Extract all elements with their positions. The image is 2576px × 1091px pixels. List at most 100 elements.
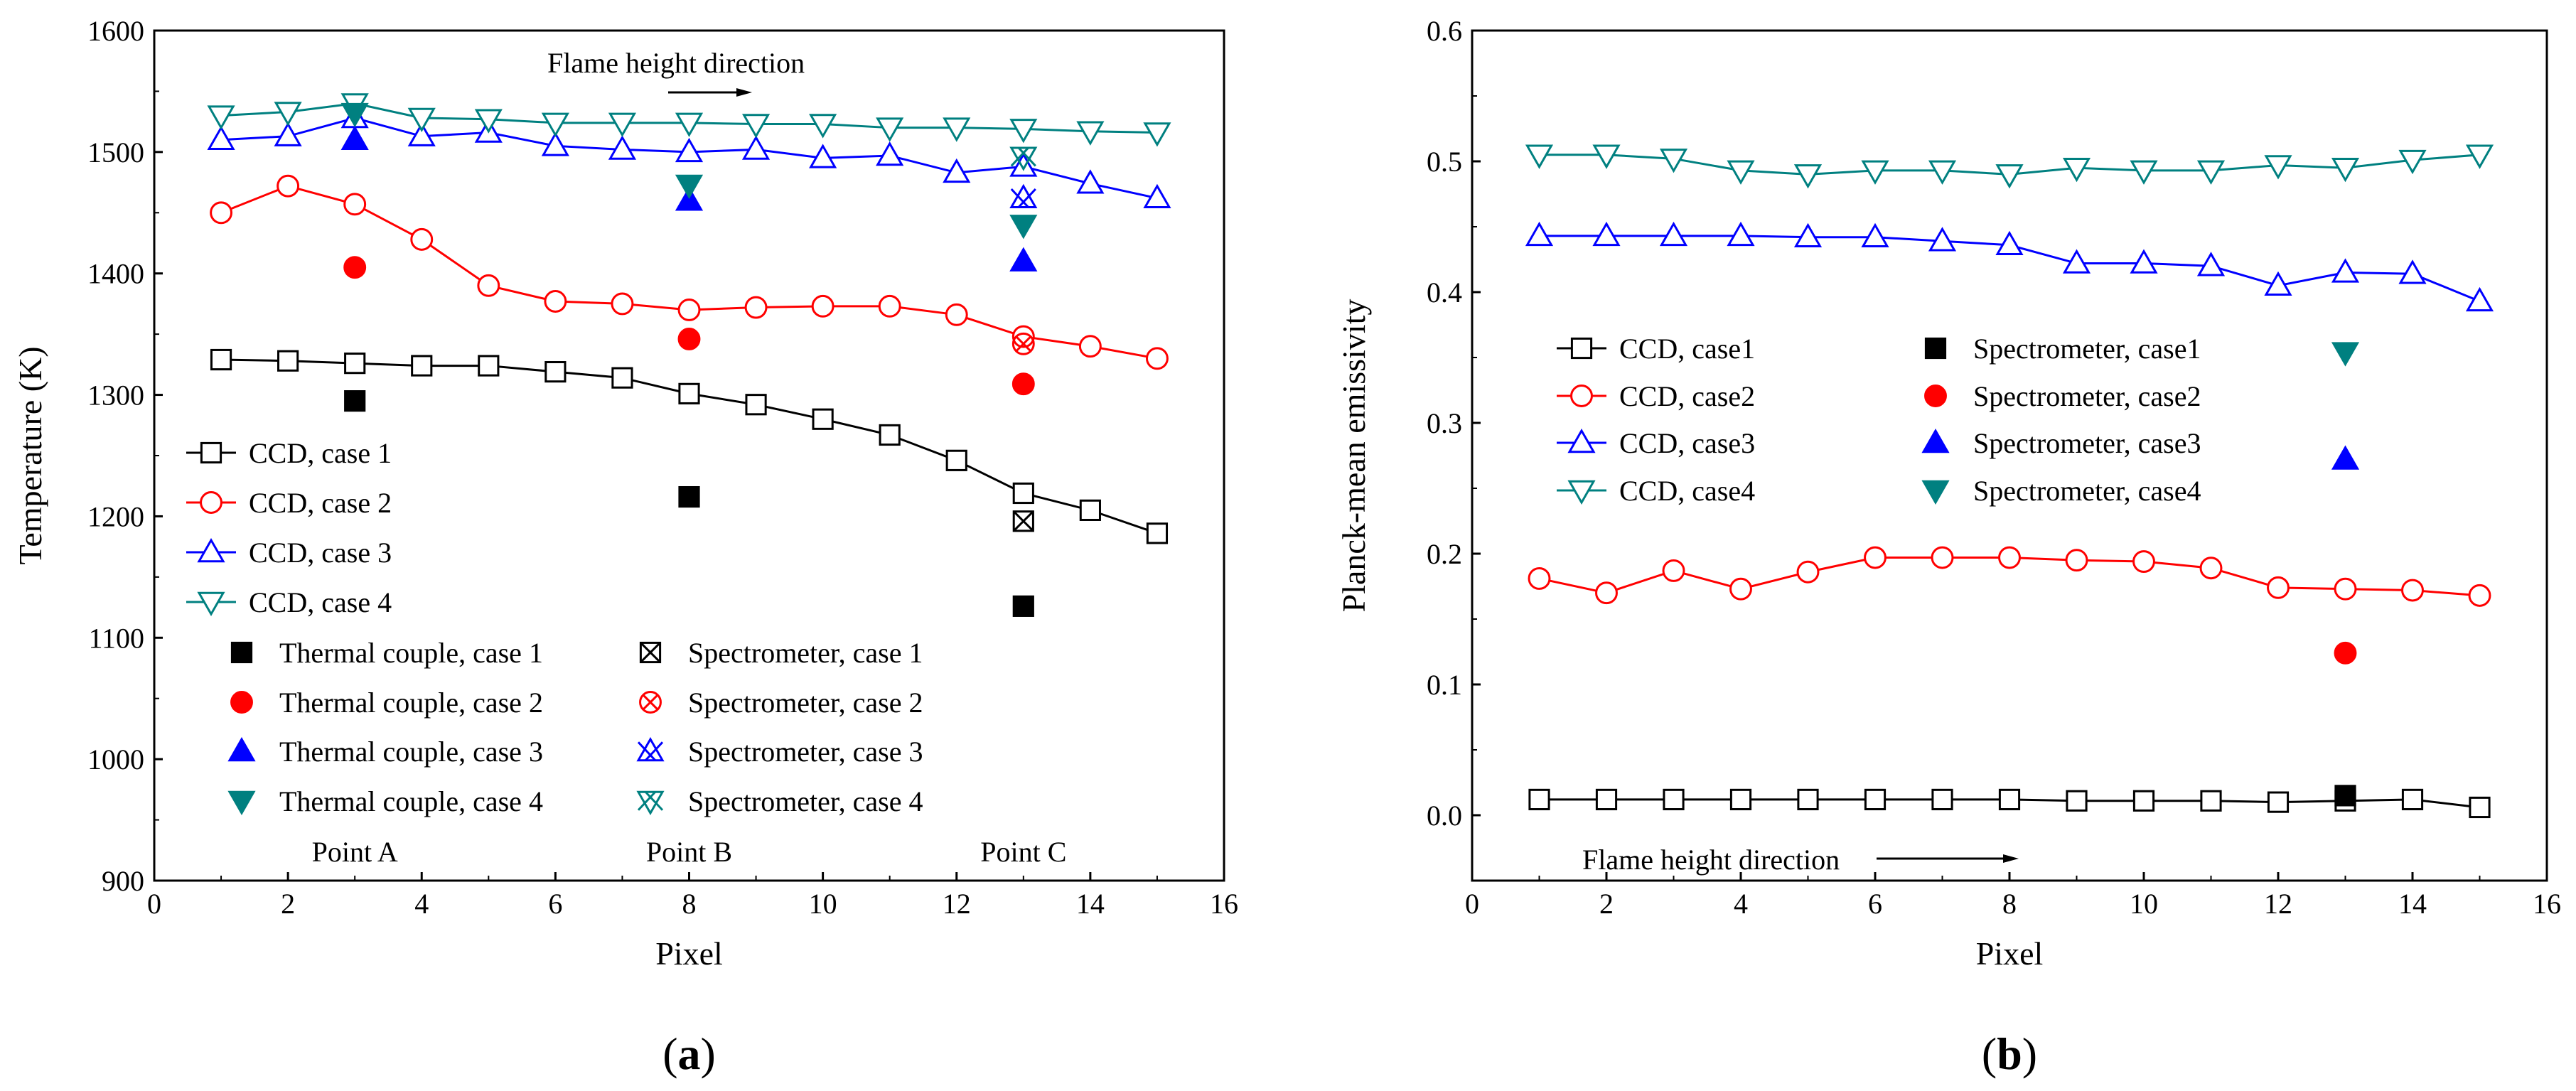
series-spectrometer-case3	[2331, 445, 2360, 470]
x-tick-label: 10	[809, 888, 837, 920]
data-point	[2200, 790, 2222, 812]
legend-entry: CCD, case 3	[186, 537, 392, 569]
marker-triangle	[1143, 183, 1171, 209]
legend-label: CCD, case2	[1619, 380, 1755, 412]
marker-circle	[2199, 557, 2223, 580]
annotations: Flame height direction	[1582, 844, 2019, 876]
legend-marker	[230, 641, 253, 664]
data-point	[1998, 788, 2021, 811]
legend-entry: CCD, case 4	[186, 586, 392, 618]
marker-triangle	[1567, 428, 1596, 453]
marker-triangle-down	[541, 112, 569, 137]
marker-circle	[878, 294, 901, 318]
legend-marker	[1567, 480, 1596, 505]
data-point	[741, 135, 771, 160]
marker-cross-line	[1017, 146, 1036, 167]
marker-triangle-down	[2465, 144, 2494, 169]
marker-circle	[1595, 581, 1618, 605]
data-point	[2264, 271, 2292, 296]
data-point	[1864, 788, 1887, 811]
data-point	[1009, 247, 1038, 272]
data-point	[1525, 221, 1554, 247]
marker-square	[2066, 790, 2088, 812]
marker-triangle-down	[207, 105, 235, 130]
marker-triangle-down	[1793, 164, 1823, 189]
data-point	[1009, 152, 1038, 177]
data-point	[1143, 122, 1171, 147]
data-point	[2468, 584, 2491, 607]
marker-triangle-down	[274, 102, 302, 127]
legend-marker	[1567, 428, 1596, 453]
data-point	[611, 367, 633, 389]
data-point	[1525, 144, 1554, 169]
x-tick-label: 4	[1734, 888, 1748, 920]
x-tick-label: 10	[2130, 888, 2158, 920]
y-tick-label: 1200	[87, 500, 144, 532]
legend-label: CCD, case 2	[249, 487, 392, 519]
x-axis-title: Pixel	[1976, 935, 2044, 972]
marker-square	[812, 408, 834, 430]
legend-entry: Thermal couple, case 2	[230, 687, 543, 719]
marker-triangle-down	[809, 114, 837, 139]
data-point	[2130, 249, 2158, 274]
marker-triangle-down	[1995, 164, 2024, 189]
y-tick-label: 0.3	[1427, 407, 1462, 439]
legend-label: Spectrometer, case3	[1973, 427, 2201, 459]
legend-label: CCD, case4	[1619, 475, 1755, 507]
marker-triangle-down	[675, 112, 704, 137]
marker-triangle	[675, 186, 704, 211]
data-point	[344, 390, 366, 412]
data-point	[1995, 164, 2024, 189]
marker-triangle-down	[1009, 215, 1038, 240]
data-point	[1659, 149, 1688, 173]
marker-triangle-down	[2398, 149, 2427, 175]
data-point	[675, 112, 704, 137]
marker-cross-line	[1010, 146, 1029, 167]
series-ccd-case-1	[210, 348, 1169, 544]
data-point	[1796, 560, 1820, 584]
legend-label: Spectrometer, case1	[1973, 333, 2201, 365]
data-point	[474, 109, 503, 134]
data-point	[1727, 160, 1755, 185]
legend-label: CCD, case 3	[249, 537, 392, 569]
marker-triangle	[207, 125, 235, 151]
marker-circle	[477, 274, 500, 297]
legend-entry: CCD, case3	[1557, 427, 1755, 459]
marker-cross-line	[640, 642, 661, 663]
marker-square	[745, 394, 767, 416]
data-point	[2065, 549, 2088, 572]
data-point	[210, 201, 233, 225]
legend-label: Spectrometer, case 3	[688, 736, 923, 768]
marker-circle	[343, 193, 367, 216]
marker-square	[1595, 788, 1618, 811]
arrow-head	[2003, 854, 2019, 863]
data-point	[945, 449, 967, 471]
legend-entry: Thermal couple, case 1	[230, 637, 543, 669]
marker-circle	[1998, 546, 2021, 569]
marker-circle	[2334, 641, 2357, 665]
y-tick-label: 1300	[87, 380, 144, 412]
marker-triangle	[2331, 258, 2360, 283]
marker-triangle	[1525, 221, 1554, 247]
data-point	[340, 102, 369, 128]
legend-marker	[1924, 385, 1947, 407]
marker-triangle	[2465, 286, 2494, 312]
x-axis: 0 2 4 6 8 10 12 14 16	[147, 872, 1238, 920]
marker-square	[1931, 788, 1953, 811]
x-tick-label: 14	[1076, 888, 1105, 920]
data-point	[207, 125, 235, 151]
marker-square	[277, 350, 299, 372]
data-point	[2331, 258, 2360, 283]
y-tick-label: 0.4	[1427, 276, 1462, 308]
marker-circle	[1570, 385, 1593, 407]
marker-square	[2267, 791, 2290, 813]
marker-triangle	[1727, 221, 1755, 247]
panel-label-letter: a	[678, 1028, 701, 1079]
marker-triangle-down	[876, 117, 904, 142]
marker-circle	[2267, 576, 2290, 599]
data-point	[477, 274, 500, 297]
marker-triangle	[809, 144, 837, 168]
data-point	[1931, 546, 1954, 569]
data-point	[2062, 249, 2091, 274]
marker-square	[879, 424, 901, 446]
